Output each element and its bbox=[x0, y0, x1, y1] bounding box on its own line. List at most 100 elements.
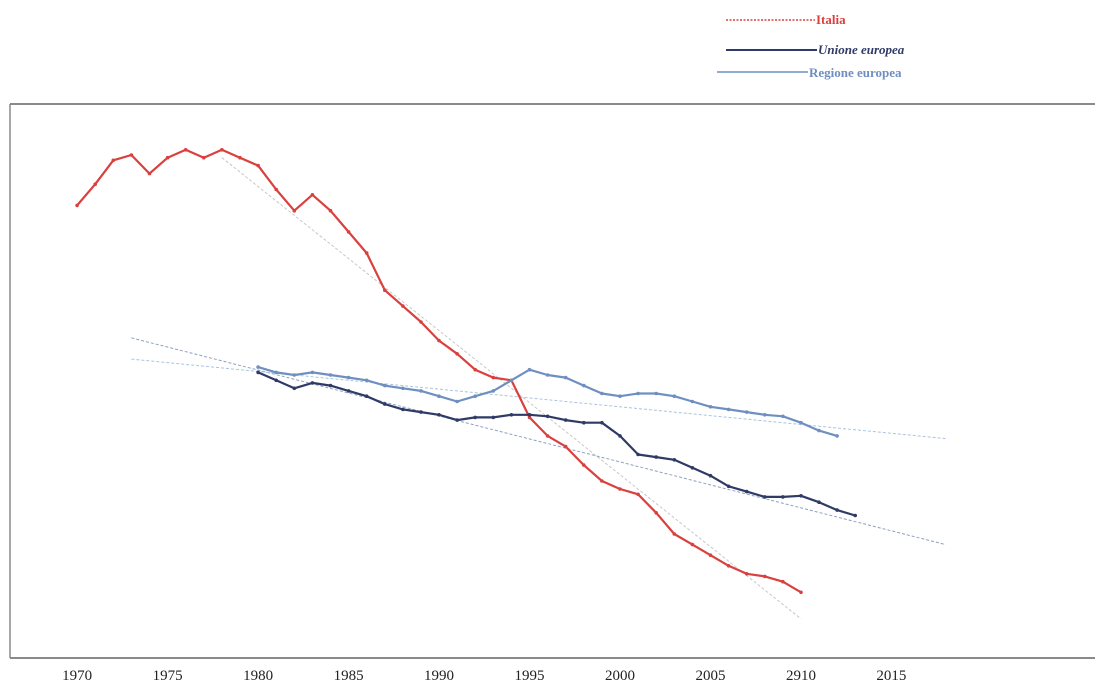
data-point-italia bbox=[346, 230, 351, 234]
data-point-regione-europea bbox=[690, 399, 695, 404]
data-point-regione-europea bbox=[744, 410, 749, 414]
data-point-unione-europea bbox=[292, 386, 297, 391]
legend: Italia Unione europea Regione europea bbox=[717, 12, 905, 80]
data-point-italia bbox=[763, 574, 767, 579]
data-point-unione-europea bbox=[654, 455, 658, 459]
data-point-italia bbox=[419, 320, 423, 324]
data-point-italia bbox=[75, 203, 79, 208]
data-point-unione-europea bbox=[437, 413, 441, 417]
data-point-italia bbox=[708, 553, 713, 557]
data-point-unione-europea bbox=[455, 418, 459, 422]
series-italia bbox=[75, 148, 803, 595]
data-point-italia bbox=[129, 153, 134, 157]
data-point-unione-europea bbox=[527, 413, 532, 417]
data-point-regione-europea bbox=[364, 378, 369, 383]
legend-item-italia: Italia bbox=[726, 12, 846, 27]
data-point-regione-europea bbox=[563, 375, 568, 380]
data-point-italia bbox=[165, 155, 170, 160]
data-point-regione-europea bbox=[600, 391, 604, 396]
data-point-unione-europea bbox=[618, 434, 622, 438]
data-point-italia bbox=[781, 579, 785, 584]
data-point-unione-europea bbox=[274, 378, 279, 383]
data-point-unione-europea bbox=[473, 415, 478, 420]
series-regione-europea bbox=[256, 365, 839, 438]
data-point-regione-europea bbox=[708, 405, 713, 409]
data-point-regione-europea bbox=[292, 373, 297, 377]
data-point-regione-europea bbox=[835, 434, 839, 438]
data-point-italia bbox=[401, 304, 405, 308]
data-point-regione-europea bbox=[636, 391, 640, 396]
data-point-regione-europea bbox=[310, 370, 315, 375]
data-point-italia bbox=[527, 415, 532, 420]
data-point-italia bbox=[799, 590, 803, 595]
data-point-unione-europea bbox=[672, 458, 677, 462]
data-point-italia bbox=[672, 532, 677, 536]
data-point-regione-europea bbox=[763, 413, 767, 417]
series-line-unione-europea bbox=[257, 371, 856, 517]
data-point-unione-europea bbox=[708, 473, 713, 478]
data-point-italia bbox=[690, 542, 695, 547]
legend-label-unione-europea: Unione europea bbox=[818, 42, 905, 57]
data-point-regione-europea bbox=[726, 407, 731, 412]
series-line-regione-europea bbox=[257, 366, 838, 437]
data-point-italia bbox=[364, 251, 369, 255]
data-point-unione-europea bbox=[383, 402, 387, 406]
data-point-italia bbox=[383, 288, 387, 293]
data-point-regione-europea bbox=[274, 370, 279, 375]
trend-line-italia bbox=[221, 157, 802, 620]
data-point-unione-europea bbox=[835, 508, 839, 512]
data-point-unione-europea bbox=[763, 495, 767, 499]
data-point-unione-europea bbox=[582, 420, 586, 425]
data-point-unione-europea bbox=[636, 452, 640, 457]
data-point-unione-europea bbox=[817, 500, 821, 505]
data-point-regione-europea bbox=[672, 394, 677, 399]
data-point-italia bbox=[292, 208, 297, 213]
data-point-unione-europea bbox=[419, 410, 423, 414]
data-point-unione-europea bbox=[491, 415, 496, 420]
data-point-regione-europea bbox=[437, 394, 441, 399]
trend-line-regione-europea bbox=[131, 358, 946, 440]
data-point-italia bbox=[726, 564, 731, 568]
data-point-italia bbox=[256, 163, 260, 168]
data-point-unione-europea bbox=[600, 420, 604, 425]
x-tick-label: 1980 bbox=[243, 668, 273, 684]
data-point-italia bbox=[238, 155, 242, 160]
data-series bbox=[75, 148, 857, 595]
x-tick-label: 2000 bbox=[605, 668, 635, 684]
data-point-unione-europea bbox=[853, 513, 857, 518]
legend-item-unione-europea: Unione europea bbox=[726, 42, 905, 57]
data-point-regione-europea bbox=[383, 383, 387, 388]
data-point-unione-europea bbox=[328, 383, 333, 388]
x-tick-label: 2910 bbox=[786, 668, 816, 684]
data-point-italia bbox=[491, 375, 496, 380]
x-tick-label: 1970 bbox=[62, 668, 92, 684]
data-point-italia bbox=[111, 158, 116, 163]
x-tick-label: 1995 bbox=[515, 668, 545, 684]
data-point-regione-europea bbox=[545, 373, 550, 377]
data-point-regione-europea bbox=[509, 378, 514, 383]
data-point-italia bbox=[545, 434, 550, 438]
data-point-italia bbox=[744, 572, 749, 576]
series-line-italia bbox=[76, 148, 802, 594]
data-point-italia bbox=[310, 193, 315, 197]
data-point-regione-europea bbox=[799, 420, 803, 425]
data-point-italia bbox=[274, 187, 279, 192]
data-point-italia bbox=[202, 155, 206, 160]
data-point-unione-europea bbox=[401, 407, 405, 412]
data-point-italia bbox=[220, 148, 224, 152]
data-point-unione-europea bbox=[256, 370, 260, 375]
data-point-regione-europea bbox=[582, 383, 586, 388]
data-point-italia bbox=[473, 367, 478, 372]
data-point-italia bbox=[563, 444, 568, 449]
data-point-italia bbox=[618, 487, 622, 491]
data-point-unione-europea bbox=[545, 414, 550, 419]
data-point-unione-europea bbox=[744, 489, 749, 494]
data-point-regione-europea bbox=[491, 389, 496, 393]
data-point-regione-europea bbox=[618, 394, 622, 399]
x-tick-label: 1985 bbox=[334, 668, 364, 684]
data-point-regione-europea bbox=[328, 373, 333, 377]
data-point-regione-europea bbox=[527, 367, 532, 372]
legend-item-regione-europea: Regione europea bbox=[717, 65, 902, 80]
x-tick-label: 1990 bbox=[424, 668, 454, 684]
